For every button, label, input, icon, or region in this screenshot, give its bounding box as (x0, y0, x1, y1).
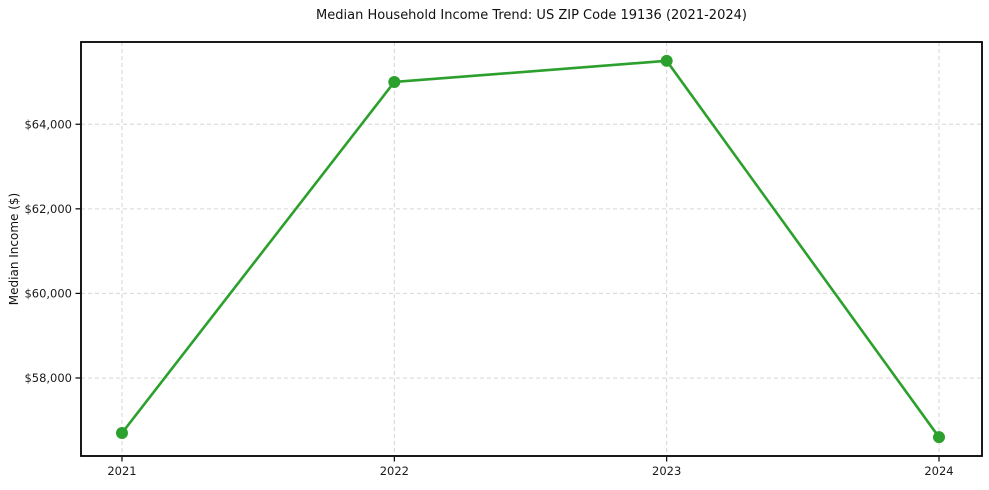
data-point-2024 (933, 431, 945, 444)
data-point-2023 (660, 54, 673, 67)
y-tick-label-1: $60,000 (24, 286, 72, 300)
x-tick-label-2024: 2024 (924, 464, 953, 478)
x-tick-label-2021: 2021 (107, 464, 136, 478)
y-tick-label-3: $64,000 (24, 117, 72, 131)
x-tick-label-2022: 2022 (380, 464, 409, 478)
axes-border (80, 41, 983, 457)
y-tick-label-2: $62,000 (24, 202, 72, 216)
y-tick-label-0: $58,000 (24, 371, 72, 385)
chart-title: Median Household Income Trend: US ZIP Co… (316, 8, 747, 23)
x-tick-label-2023: 2023 (652, 464, 681, 478)
income-trend-line (120, 59, 941, 439)
data-point-2022 (388, 75, 401, 88)
data-point-2021 (116, 426, 128, 439)
